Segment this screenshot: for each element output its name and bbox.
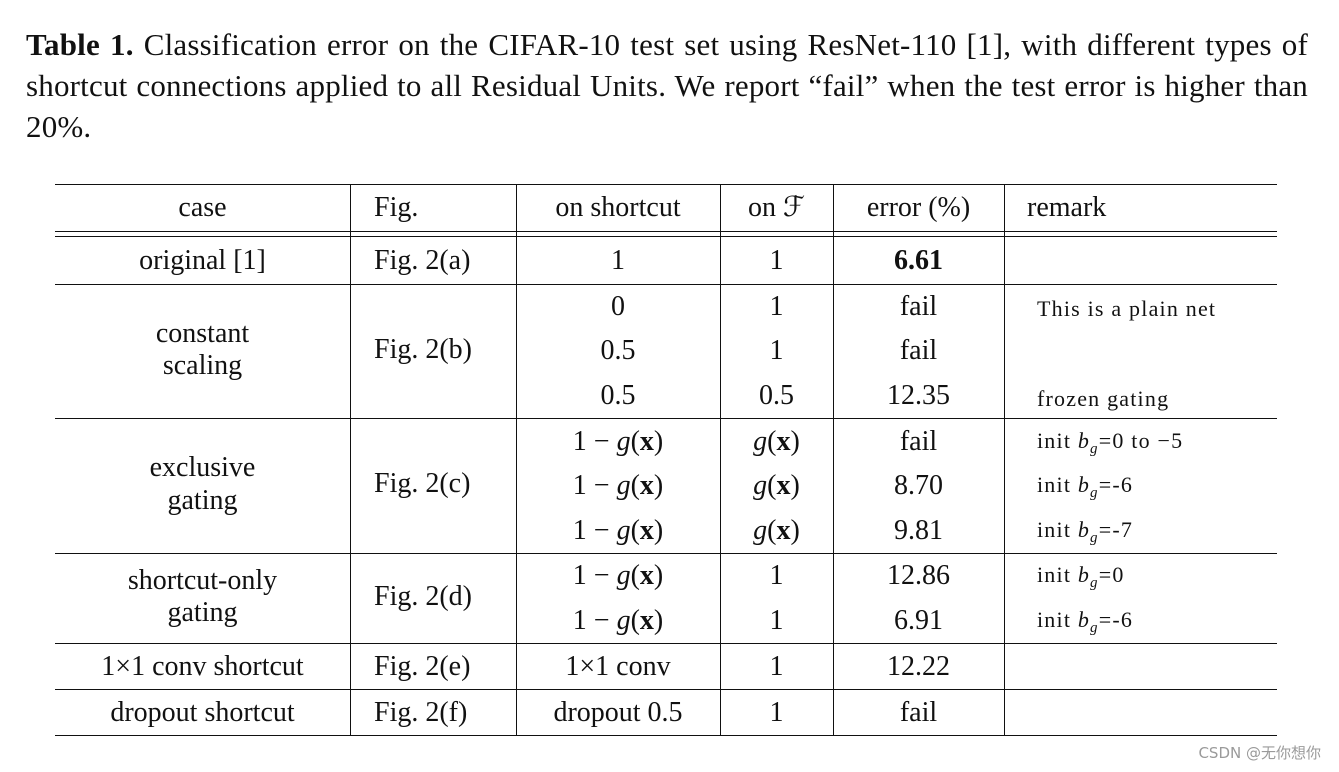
remark-text: This is a plain net (1037, 296, 1217, 321)
error-value: 12.22 (887, 651, 950, 682)
shortcut-formula: 1 − g(x) (572, 605, 664, 636)
header-remark: remark (1027, 192, 1107, 223)
header-error: error (%) (866, 192, 971, 223)
shortcut-value: dropout 0.5 (553, 697, 683, 728)
remark-init-bias: init bg=-6 (1037, 472, 1134, 501)
remark-init-bias: init bg=-7 (1037, 517, 1134, 546)
case-constant-scaling-line1: constant (155, 318, 250, 349)
header-fig: Fig. (374, 192, 419, 223)
on-f-value: 1 (769, 605, 784, 636)
header-case: case (178, 192, 227, 223)
error-value: fail (899, 291, 938, 322)
error-value: 12.35 (887, 380, 950, 411)
group-rule (55, 418, 1277, 419)
fig-2b: Fig. 2(b) (374, 334, 472, 365)
group-rule (55, 689, 1277, 690)
fig-2a: Fig. 2(a) (374, 245, 471, 276)
on-f-formula: g(x) (753, 515, 800, 546)
on-f-value: 0.5 (759, 380, 794, 411)
on-f-value: 1 (769, 335, 784, 366)
table-caption: Table 1. Classification error on the CIF… (26, 24, 1308, 147)
error-value: 8.70 (894, 470, 943, 501)
remark-init-bias: init bg=-6 (1037, 607, 1134, 636)
group-rule (55, 643, 1277, 644)
shortcut-value: 1×1 conv (565, 651, 671, 682)
shortcut-value: 0.5 (600, 380, 636, 411)
caption-label: Table 1. (26, 27, 134, 62)
shortcut-formula: 1 − g(x) (572, 560, 664, 591)
column-divider (720, 184, 721, 736)
group-rule (55, 284, 1277, 285)
fig-2f: Fig. 2(f) (374, 697, 468, 728)
remark-init-bias: init bg=0 to −5 (1037, 428, 1184, 457)
results-table: case Fig. on shortcut on ℱ error (%) rem… (55, 184, 1277, 736)
header-on-f: on ℱ (747, 192, 805, 223)
error-value-best: 6.61 (894, 245, 943, 276)
column-divider (516, 184, 517, 736)
on-f-value: 1 (769, 651, 784, 682)
shortcut-value: 1 (611, 245, 625, 276)
fig-2e: Fig. 2(e) (374, 651, 471, 682)
shortcut-value: 0 (611, 291, 625, 322)
case-exclusive-gating-line2: gating (167, 485, 238, 516)
shortcut-value: 0.5 (600, 335, 636, 366)
on-f-formula: g(x) (753, 470, 800, 501)
case-exclusive-gating-line1: exclusive (149, 452, 256, 483)
case-shortcut-only-gating-line2: gating (167, 597, 238, 628)
case-dropout: dropout shortcut (110, 697, 295, 728)
on-f-formula: g(x) (753, 426, 800, 457)
on-f-value: 1 (769, 560, 784, 591)
case-constant-scaling-line2: scaling (162, 350, 243, 381)
case-original: original [1] (139, 245, 266, 276)
shortcut-formula: 1 − g(x) (572, 515, 664, 546)
shortcut-formula: 1 − g(x) (572, 426, 664, 457)
fig-2d: Fig. 2(d) (374, 581, 472, 612)
header-rule-2 (55, 236, 1277, 237)
column-divider (1004, 184, 1005, 736)
column-divider (833, 184, 834, 736)
error-value: 12.86 (887, 560, 950, 591)
top-rule (55, 184, 1277, 185)
error-value: fail (899, 335, 938, 366)
error-value: fail (899, 697, 938, 728)
column-divider (350, 184, 351, 736)
remark-init-bias: init bg=0 (1037, 562, 1125, 591)
on-f-value: 1 (769, 697, 784, 728)
on-f-value: 1 (769, 245, 784, 276)
error-value: 6.91 (894, 605, 943, 636)
error-value: 9.81 (894, 515, 943, 546)
shortcut-formula: 1 − g(x) (572, 470, 664, 501)
watermark: CSDN @无你想你 (1198, 744, 1321, 762)
fig-2c: Fig. 2(c) (374, 468, 471, 499)
header-rule-1 (55, 231, 1277, 232)
error-value: fail (899, 426, 938, 457)
case-shortcut-only-gating-line1: shortcut-only (127, 565, 278, 596)
remark-text: frozen gating (1037, 386, 1170, 411)
bottom-rule (55, 735, 1277, 736)
group-rule (55, 553, 1277, 554)
header-on-shortcut: on shortcut (555, 192, 681, 223)
case-1x1-conv: 1×1 conv shortcut (101, 651, 304, 682)
on-f-value: 1 (769, 291, 784, 322)
caption-text: Classification error on the CIFAR-10 tes… (26, 27, 1308, 144)
